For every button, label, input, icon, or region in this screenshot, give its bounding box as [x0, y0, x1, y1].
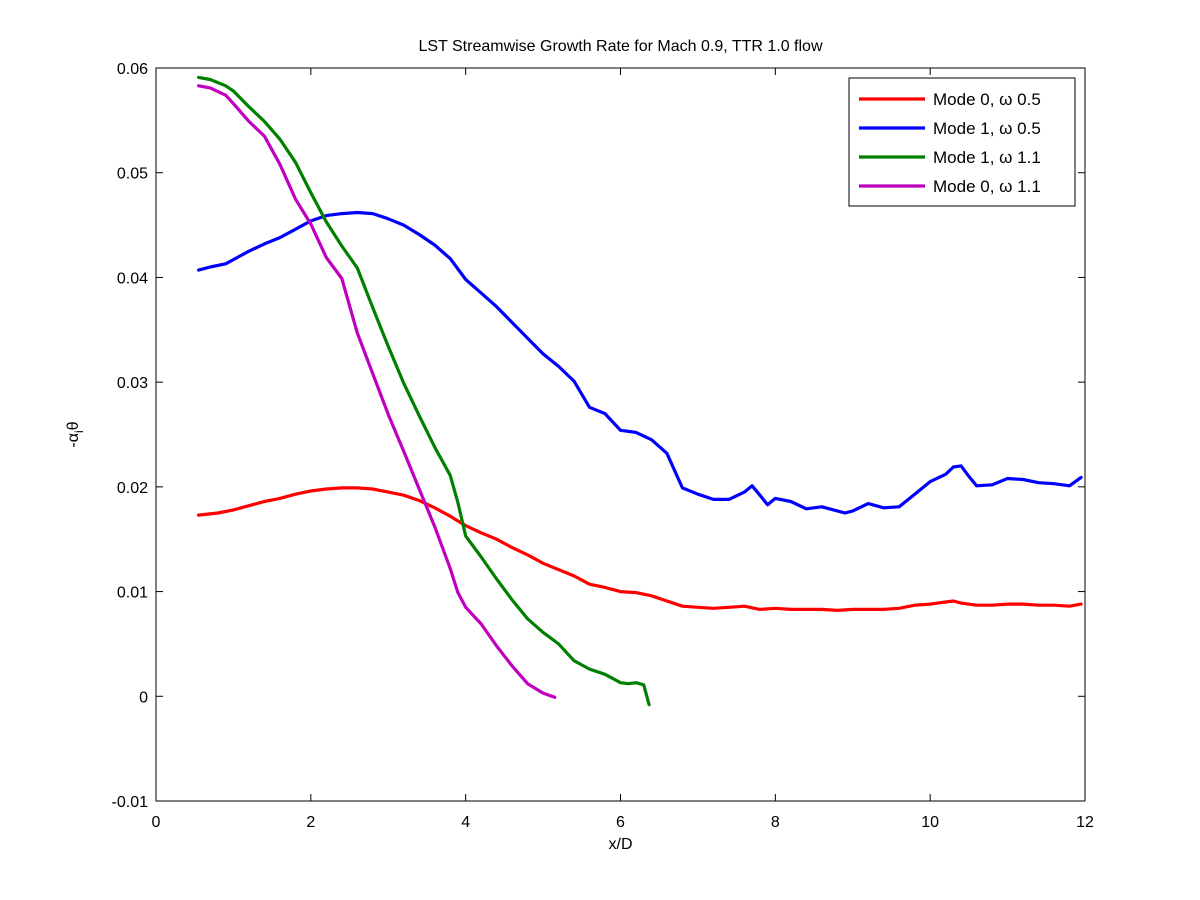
y-tick-label: 0 — [139, 689, 148, 706]
series-line-2 — [197, 210, 1083, 515]
x-tick-label: 12 — [1076, 814, 1094, 831]
chart-title: LST Streamwise Growth Rate for Mach 0.9,… — [419, 38, 823, 55]
y-axis-label-prefix: -α — [65, 433, 82, 448]
x-tick-label: 0 — [152, 814, 161, 831]
series-line-3 — [197, 75, 651, 707]
x-tick-label: 8 — [771, 814, 780, 831]
y-tick-label: 0.04 — [117, 270, 148, 287]
y-tick-label: 0.01 — [117, 585, 148, 602]
y-axis-label-subscript: i — [72, 430, 86, 433]
legend: Mode 0, ω 0.5 Mode 1, ω 0.5 Mode 1, ω 1.1 M… — [848, 77, 1076, 207]
x-tick-label: 10 — [921, 814, 939, 831]
y-axis-label-suffix: θ — [65, 421, 82, 430]
series-line-1 — [197, 486, 1083, 613]
y-tick-label: -0.01 — [112, 794, 149, 811]
x-tick-label: 2 — [306, 814, 315, 831]
x-tick-label: 6 — [616, 814, 625, 831]
series-line-4 — [197, 84, 557, 699]
y-tick-label: 0.02 — [117, 480, 148, 497]
x-axis-label: x/D — [609, 836, 633, 853]
x-tick-label: 4 — [461, 814, 470, 831]
y-tick-label: 0.05 — [117, 166, 148, 183]
y-tick-label: 0.06 — [117, 61, 148, 78]
legend-label-1: Mode 0, ω 0.5 — [933, 90, 1041, 109]
series-lines — [197, 75, 1083, 707]
legend-label-2: Mode 1, ω 0.5 — [933, 119, 1041, 138]
y-tick-label: 0.03 — [117, 375, 148, 392]
legend-label-3: Mode 1, ω 1.1 — [933, 148, 1041, 167]
legend-label-4: Mode 0, ω 1.1 — [933, 177, 1041, 196]
y-axis-label: -αiθ — [65, 421, 86, 447]
